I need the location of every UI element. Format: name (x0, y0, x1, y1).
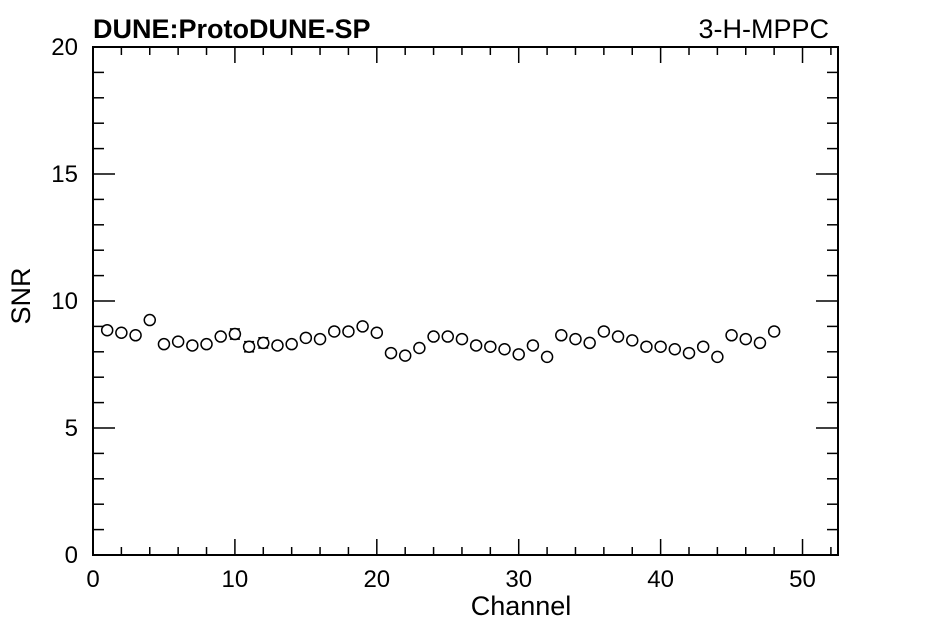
data-point (611, 330, 625, 343)
x-axis-label: Channel (471, 591, 572, 621)
data-point (100, 323, 114, 337)
data-point (540, 350, 554, 364)
data-point (469, 339, 483, 352)
y-tick-label: 20 (51, 34, 78, 61)
chart-subtitle: 3-H-MPPC (698, 14, 829, 44)
data-point (327, 325, 341, 338)
y-tick-label: 10 (51, 288, 78, 315)
data-point (526, 339, 540, 352)
data-point (384, 346, 398, 360)
data-point (342, 325, 355, 338)
data-point (640, 340, 653, 353)
data-point (427, 330, 440, 343)
y-tick-label: 5 (65, 415, 78, 442)
data-point (725, 329, 738, 342)
data-point (711, 350, 724, 364)
x-tick-label: 20 (363, 566, 390, 593)
chart-title: DUNE:ProtoDUNE-SP (93, 14, 371, 44)
data-point (171, 335, 185, 348)
data-points (100, 313, 781, 364)
y-axis-ticks (93, 46, 838, 556)
data-point (767, 325, 781, 338)
data-point (654, 340, 667, 353)
data-point (696, 340, 710, 353)
y-tick-label: 15 (51, 161, 78, 188)
y-tick-label: 0 (65, 542, 78, 569)
data-point (625, 334, 639, 347)
data-point (129, 329, 142, 342)
data-point (498, 343, 511, 356)
data-point (569, 332, 582, 346)
x-tick-label: 50 (789, 566, 816, 593)
data-point (200, 337, 213, 351)
x-tick-label: 10 (222, 566, 249, 593)
data-point (299, 331, 313, 345)
y-axis-label: SNR (6, 267, 36, 324)
data-point (370, 326, 384, 339)
data-point (484, 340, 497, 353)
data-point (313, 332, 327, 346)
data-point (356, 320, 369, 333)
data-point (682, 346, 696, 360)
data-point (583, 336, 596, 350)
data-point (157, 337, 171, 351)
data-point (668, 343, 682, 356)
data-point (398, 349, 412, 362)
data-point (143, 313, 157, 327)
x-axis-ticks (92, 47, 832, 555)
plot-frame (92, 46, 839, 556)
data-point (455, 332, 469, 346)
data-point (555, 329, 568, 342)
data-point (214, 330, 227, 343)
data-point (285, 337, 298, 351)
data-point (186, 339, 199, 352)
data-point (739, 332, 753, 346)
x-axis-tick-labels: 0 10 20 30 40 50 (86, 566, 816, 593)
x-tick-label: 40 (647, 566, 674, 593)
x-tick-label: 30 (505, 566, 532, 593)
data-point (597, 325, 611, 338)
data-point (242, 340, 256, 353)
data-point (257, 336, 270, 350)
data-point (512, 348, 525, 361)
data-point (271, 339, 284, 352)
data-point (228, 327, 242, 341)
data-point (115, 326, 128, 339)
data-point (413, 341, 426, 355)
x-tick-label: 0 (86, 566, 99, 593)
data-point (753, 336, 767, 350)
data-point (441, 330, 455, 343)
y-axis-tick-labels: 0 5 10 15 20 (51, 34, 78, 569)
